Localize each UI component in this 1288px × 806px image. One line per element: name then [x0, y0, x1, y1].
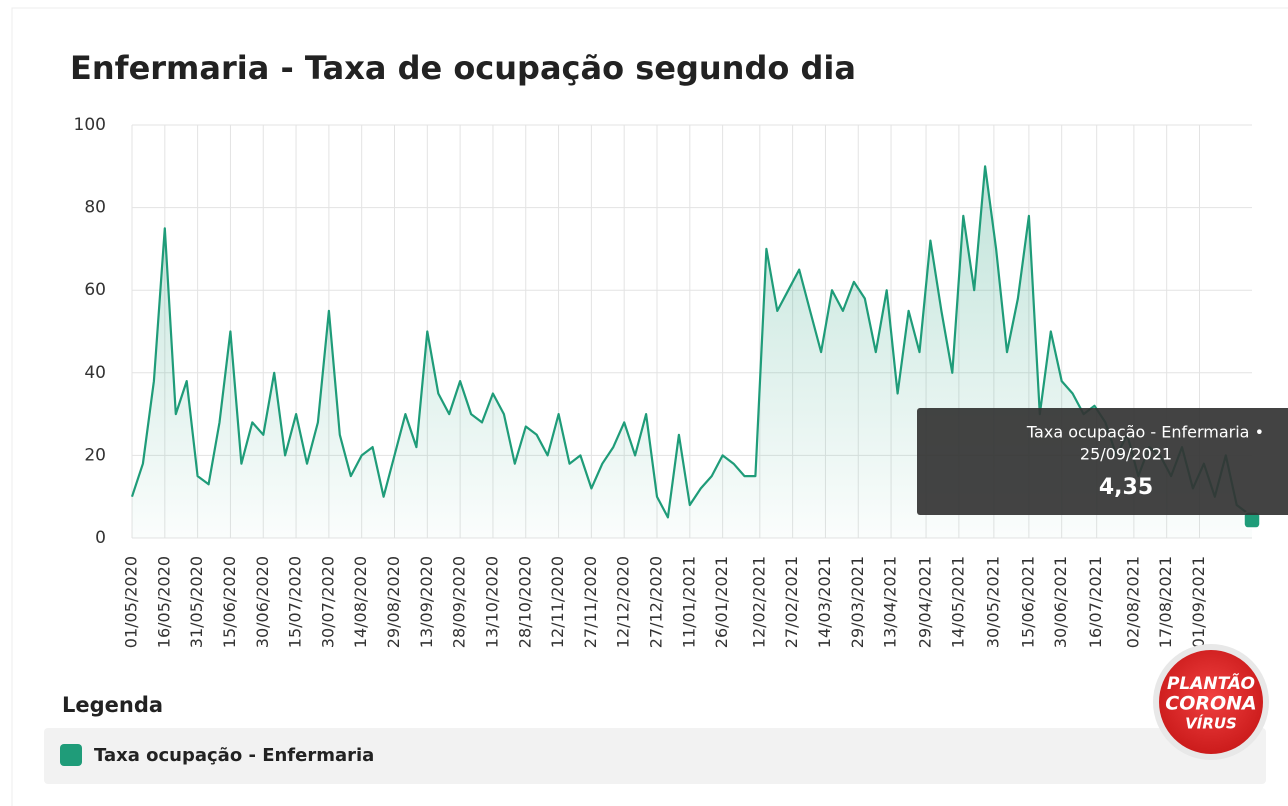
- x-tick-label: 01/09/2021: [1189, 556, 1208, 648]
- y-tick-label: 20: [84, 445, 106, 465]
- x-tick-label: 15/07/2020: [286, 556, 305, 648]
- x-tick-label: 16/05/2020: [154, 556, 173, 648]
- tooltip-date: 25/09/2021: [1080, 445, 1172, 464]
- badge: PLANTÃO CORONA VÍRUS: [1153, 644, 1269, 760]
- x-tick-label: 30/07/2020: [318, 556, 337, 648]
- x-tick-label: 27/12/2020: [647, 556, 666, 648]
- legend-box: [44, 728, 1266, 784]
- x-tick-label: 16/07/2021: [1086, 556, 1105, 648]
- tooltip-box: [917, 408, 1288, 515]
- chart-title: Enfermaria - Taxa de ocupação segundo di…: [70, 49, 856, 87]
- x-tick-label: 30/05/2021: [983, 556, 1002, 648]
- x-tick-label: 28/10/2020: [515, 556, 534, 648]
- x-tick-label: 14/08/2020: [351, 556, 370, 648]
- x-tick-label: 30/06/2020: [253, 556, 272, 648]
- x-tick-label: 12/12/2020: [614, 556, 633, 648]
- line: [130, 165, 1253, 521]
- tooltip: Taxa ocupação - Enfermaria • 25/09/2021 …: [917, 408, 1288, 515]
- legend-swatch[interactable]: [60, 744, 82, 766]
- x-tick-label: 26/01/2021: [712, 556, 731, 648]
- y-tick-label: 40: [84, 363, 106, 383]
- x-tick-label: 29/04/2021: [916, 556, 935, 648]
- x-tick-label: 30/06/2021: [1051, 556, 1070, 648]
- x-tick-label: 13/04/2021: [881, 556, 900, 648]
- x-tick-label: 28/09/2020: [450, 556, 469, 648]
- y-tick-label: 80: [84, 198, 106, 218]
- x-tick-label: 27/02/2021: [782, 556, 801, 648]
- x-tick-label: 29/03/2021: [848, 556, 867, 648]
- y-tick-label: 100: [74, 115, 106, 135]
- x-tick-label: 12/02/2021: [749, 556, 768, 648]
- legend-label[interactable]: Taxa ocupação - Enfermaria: [94, 745, 374, 766]
- y-tick-label: 0: [95, 528, 106, 548]
- x-tick-label: 11/01/2021: [679, 556, 698, 648]
- y-tick-label: 60: [84, 280, 106, 300]
- x-tick-label: 29/08/2020: [384, 556, 403, 648]
- x-tick-label: 14/03/2021: [815, 556, 834, 648]
- x-tick-label: 13/10/2020: [482, 556, 501, 648]
- x-tick-label: 13/09/2020: [417, 556, 436, 648]
- tooltip-value: 4,35: [1099, 475, 1153, 500]
- x-tick-label: 02/08/2021: [1123, 556, 1142, 648]
- x-tick-label: 17/08/2021: [1156, 556, 1175, 648]
- x-tick-label: 15/06/2020: [220, 556, 239, 648]
- tooltip-title: Taxa ocupação - Enfermaria •: [1026, 423, 1264, 442]
- badge-text: CORONA: [1165, 693, 1256, 715]
- badge-text: PLANTÃO: [1167, 671, 1255, 694]
- x-tick-label: 14/05/2021: [948, 556, 967, 648]
- x-tick-label: 01/05/2020: [122, 556, 141, 648]
- x-tick-label: 27/11/2020: [581, 556, 600, 648]
- legend-title: Legenda: [62, 693, 163, 717]
- badge-disc: [1159, 650, 1263, 754]
- x-tick-label: 12/11/2020: [548, 556, 567, 648]
- x-tick-label: 31/05/2020: [187, 556, 206, 648]
- x-tick-label: 15/06/2021: [1018, 556, 1037, 648]
- badge-text: VÍRUS: [1185, 714, 1237, 733]
